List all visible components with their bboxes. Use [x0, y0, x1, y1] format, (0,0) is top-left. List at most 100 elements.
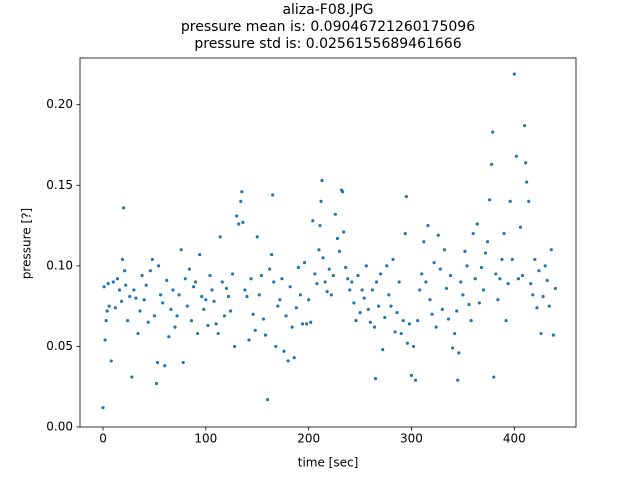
point: [224, 286, 229, 291]
point: [237, 222, 241, 226]
point: [498, 277, 502, 281]
point: [374, 280, 379, 284]
point: [222, 314, 226, 318]
point: [418, 288, 422, 292]
point: [506, 281, 510, 286]
point: [337, 249, 342, 253]
point: [155, 360, 160, 365]
point: [189, 319, 194, 323]
point: [475, 222, 479, 226]
point: [198, 252, 202, 257]
point: [436, 233, 440, 237]
point: [537, 269, 541, 273]
point: [531, 293, 535, 297]
point: [409, 373, 414, 378]
point: [323, 280, 327, 284]
point: [372, 325, 377, 329]
point: [387, 293, 391, 297]
point: [467, 302, 471, 307]
point: [181, 360, 185, 365]
point: [257, 293, 261, 297]
point: [169, 307, 173, 311]
point: [119, 299, 124, 303]
point: [430, 312, 434, 316]
point: [368, 320, 372, 324]
title-line: aliza-F08.JPG: [282, 2, 373, 18]
point: [105, 309, 109, 313]
point: [405, 341, 409, 345]
point: [214, 322, 218, 326]
point: [370, 288, 375, 292]
point: [292, 356, 296, 360]
point: [212, 299, 216, 303]
point: [148, 269, 152, 273]
point: [496, 298, 500, 302]
point: [126, 319, 130, 323]
point: [404, 194, 408, 199]
point: [144, 283, 148, 287]
point: [385, 264, 389, 268]
point: [364, 264, 368, 268]
point: [263, 333, 268, 337]
point: [101, 406, 105, 410]
point: [208, 273, 212, 278]
point: [426, 223, 430, 228]
point: [267, 267, 272, 271]
point: [286, 359, 290, 363]
x-tick-label: 200: [297, 432, 320, 446]
point: [302, 261, 307, 265]
point: [469, 319, 473, 323]
point: [255, 235, 259, 239]
point: [307, 298, 311, 302]
point: [210, 288, 214, 292]
title-line: pressure mean is: 0.09046721260175096: [181, 19, 475, 35]
point: [376, 304, 381, 308]
point: [440, 307, 444, 311]
point: [395, 310, 399, 315]
point: [461, 293, 465, 297]
point: [483, 251, 488, 255]
point: [193, 280, 198, 284]
point: [551, 333, 555, 337]
point: [391, 257, 395, 262]
point: [502, 232, 506, 236]
point: [510, 257, 514, 262]
point: [471, 232, 475, 236]
point: [414, 378, 418, 382]
point: [311, 219, 315, 223]
point: [102, 285, 106, 289]
y-tick-label: 0.15: [46, 178, 73, 192]
x-tick-label: 0: [99, 432, 107, 446]
point: [163, 364, 167, 368]
point: [167, 335, 171, 339]
point: [187, 267, 191, 271]
point: [477, 301, 481, 305]
point: [399, 331, 403, 336]
point: [290, 325, 294, 329]
point: [434, 325, 438, 329]
point: [444, 286, 449, 291]
y-tick-label: 0.00: [46, 420, 73, 434]
point: [130, 375, 134, 379]
point: [154, 381, 159, 386]
point: [321, 256, 325, 260]
point: [331, 273, 335, 278]
point: [177, 293, 181, 297]
point: [547, 304, 551, 308]
point: [520, 273, 525, 278]
point: [117, 288, 122, 292]
point: [142, 298, 146, 302]
point: [115, 277, 120, 281]
point: [341, 190, 345, 194]
point: [481, 288, 486, 292]
point: [494, 272, 498, 276]
point: [128, 294, 132, 299]
point: [106, 281, 110, 286]
point: [183, 277, 187, 281]
point: [206, 323, 210, 328]
point: [165, 278, 169, 282]
title-line: pressure std is: 0.0256155689461666: [194, 36, 461, 52]
point: [543, 264, 547, 268]
point: [132, 288, 136, 292]
point: [204, 298, 208, 302]
